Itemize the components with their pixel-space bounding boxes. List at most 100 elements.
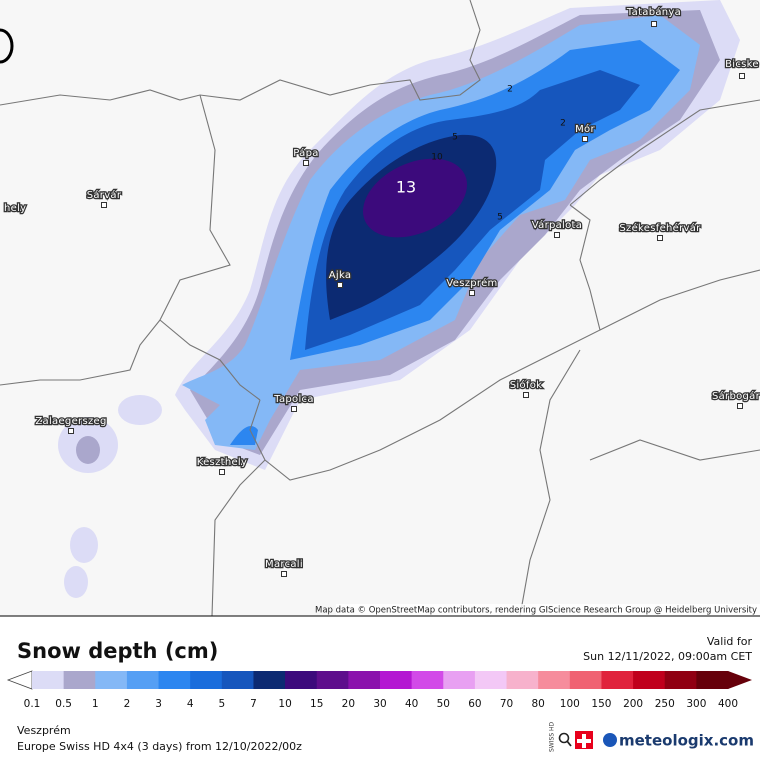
legend-label: 20 xyxy=(342,698,355,710)
city-marker xyxy=(101,202,107,208)
title: Snow depth (cm) xyxy=(17,639,218,663)
legend-swatch xyxy=(158,671,191,689)
legend-label: 100 xyxy=(560,698,580,710)
legend-swatch xyxy=(253,671,286,689)
city-label: Bicske xyxy=(725,59,759,70)
city-marker xyxy=(219,469,225,475)
legend-swatch xyxy=(633,671,666,689)
city-label: Sárvár xyxy=(87,189,122,201)
city-marker xyxy=(68,428,74,434)
legend-swatch xyxy=(411,671,444,689)
search-icon xyxy=(566,740,572,747)
contour-label: 5 xyxy=(452,133,458,143)
legend-label: 3 xyxy=(155,698,162,710)
legend: 0.1 0.5 1 2 3 4 5 7 10 15 20 30 40 50 60 70 80 100 150 200 2… xyxy=(6,670,752,710)
legend-label: 50 xyxy=(437,698,450,710)
city-marker xyxy=(291,406,297,412)
contour-label: 10 xyxy=(431,153,443,163)
legend-swatch xyxy=(380,671,413,689)
city-label: Siófok xyxy=(510,379,542,391)
city-label: Pápa xyxy=(293,147,318,159)
snow-field xyxy=(58,0,740,598)
legend-label: 400 xyxy=(718,698,738,710)
legend-swatch xyxy=(95,671,128,689)
legend-swatch xyxy=(126,671,160,689)
legend-swatch xyxy=(601,671,634,689)
legend-label: 15 xyxy=(310,698,323,710)
legend-label: 0.5 xyxy=(55,698,72,710)
attribution-bg xyxy=(336,604,760,616)
contour-label: 5 xyxy=(497,213,503,223)
legend-label: 60 xyxy=(468,698,481,710)
city-label: Marcali xyxy=(265,559,303,570)
legend-label: 1 xyxy=(92,698,99,710)
city-label: Székesfehérvár xyxy=(619,222,701,234)
contour-label: 2 xyxy=(560,119,566,129)
legend-swatch xyxy=(63,671,96,689)
legend-swatch xyxy=(538,671,571,689)
legend-label: 4 xyxy=(187,698,194,710)
legend-swatch xyxy=(348,671,381,689)
city-marker xyxy=(651,21,657,27)
city-marker xyxy=(337,282,343,288)
badge: SWISS HD xyxy=(549,721,556,752)
model: Europe Swiss HD 4x4 (3 days) from 12/10/… xyxy=(17,740,302,753)
city-label: Veszprém xyxy=(446,277,497,289)
legend-label: 200 xyxy=(623,698,643,710)
brand-logo xyxy=(603,733,617,747)
search-icon xyxy=(558,732,570,744)
brand: meteologix.com xyxy=(619,732,754,750)
city-marker xyxy=(523,392,529,398)
legend-swatch xyxy=(32,671,65,689)
legend-label: 250 xyxy=(655,698,675,710)
legend-arrow-high xyxy=(728,671,752,689)
legend-swatch xyxy=(285,671,318,689)
legend-swatch xyxy=(506,671,539,689)
valid-time: Sun 12/11/2022, 09:00am CET xyxy=(583,650,752,663)
legend-label: 10 xyxy=(278,698,291,710)
legend-swatch xyxy=(474,671,508,689)
legend-swatch xyxy=(664,671,697,689)
legend-swatch xyxy=(190,671,223,689)
legend-swatch xyxy=(569,671,602,689)
location: Veszprém xyxy=(17,724,71,737)
city-marker xyxy=(303,160,309,166)
legend-label: 40 xyxy=(405,698,418,710)
city-label: Tatabánya xyxy=(626,6,681,18)
contour-labels: 13 10 5 2 2 5 xyxy=(396,85,566,223)
city-label: Zalaegerszeg xyxy=(35,416,106,427)
legend-label: 70 xyxy=(500,698,513,710)
legend-label: 80 xyxy=(531,698,544,710)
city-marker xyxy=(582,136,588,142)
city-label: hely xyxy=(4,203,26,214)
cities: Tatabánya Bicske Mór Pápa Sárvár hely Várpalot… xyxy=(3,5,760,577)
legend-label: 2 xyxy=(124,698,131,710)
legend-arrow-low xyxy=(6,670,33,690)
city-marker xyxy=(469,290,475,296)
city-marker xyxy=(739,73,745,79)
attribution: Map data © OpenStreetMap contributors, r… xyxy=(315,606,757,616)
valid-label: Valid for xyxy=(707,635,753,648)
legend-label: 300 xyxy=(686,698,706,710)
city-marker xyxy=(657,235,663,241)
legend-swatch xyxy=(316,671,349,689)
city-label: Mór xyxy=(575,123,595,135)
city-marker xyxy=(281,571,287,577)
contour-label: 2 xyxy=(507,85,513,95)
legend-label: 7 xyxy=(250,698,257,710)
city-label: Tapolca xyxy=(273,394,314,405)
city-label: Keszthely xyxy=(197,457,247,468)
marker-edge xyxy=(0,28,14,64)
swiss-cross xyxy=(577,734,591,748)
legend-label: 30 xyxy=(373,698,386,710)
city-marker xyxy=(737,403,743,409)
city-label: Várpalota xyxy=(532,219,582,231)
city-label: Sárbogár xyxy=(712,390,760,402)
legend-label: 150 xyxy=(591,698,611,710)
borders xyxy=(0,0,760,617)
city-label: Ajka xyxy=(329,270,352,281)
legend-swatch xyxy=(443,671,476,689)
legend-swatch xyxy=(221,671,254,689)
city-marker xyxy=(554,232,560,238)
